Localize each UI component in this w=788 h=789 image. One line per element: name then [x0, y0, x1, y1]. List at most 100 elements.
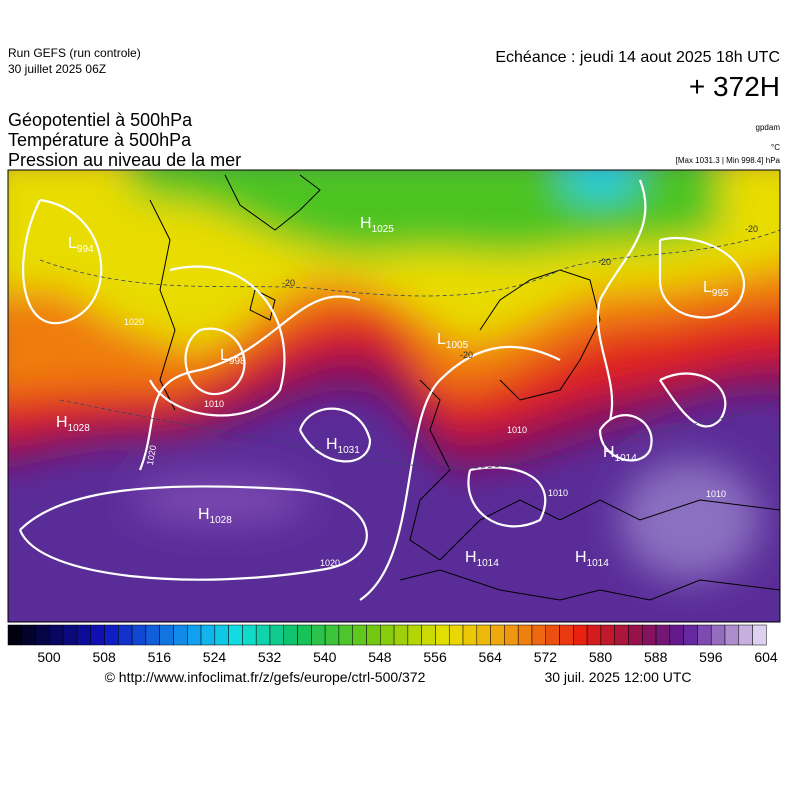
colorbar-swatch: [435, 624, 450, 646]
colorbar-swatch: [131, 624, 147, 646]
pressure-center: H1031: [326, 436, 360, 456]
colorbar-tick-label: 524: [203, 649, 227, 665]
pressure-center: L1005: [437, 331, 469, 351]
colorbar-swatch: [352, 624, 367, 646]
colorbar-swatch: [255, 624, 271, 646]
center-value: 1014: [587, 558, 610, 569]
colorbar-swatch: [738, 624, 753, 646]
coastlines: [149, 174, 780, 601]
colorbar-tick-label: 564: [479, 649, 503, 665]
center-value: 1005: [446, 340, 469, 351]
colorbar-swatch: [7, 624, 23, 646]
colorbar-swatch: [752, 624, 767, 646]
center-value: 1014: [477, 558, 500, 569]
colorbar-swatch: [159, 624, 174, 646]
map-frame: [7, 169, 781, 623]
colorbar-swatch: [228, 624, 243, 646]
center-value: 1028: [68, 423, 91, 434]
colorbar-tick-label: 508: [92, 649, 116, 665]
colorbar-swatch: [586, 624, 602, 646]
colorbar-tick-label: 580: [589, 649, 613, 665]
colorbar-swatch: [573, 624, 588, 646]
colorbar-swatch: [380, 624, 395, 646]
isobar-label: 1020: [124, 317, 144, 327]
colorbar-swatch: [366, 624, 381, 646]
isobars: [18, 179, 746, 601]
colorbar-swatch: [407, 624, 422, 646]
colorbar-swatch: [62, 624, 78, 646]
colorbar-swatch: [504, 624, 519, 646]
center-letter: L: [437, 331, 446, 348]
colorbar-swatch: [173, 624, 188, 646]
colorbar-tick-label: 516: [148, 649, 172, 665]
colorbar-swatch: [476, 624, 491, 646]
unit: gpdam: [756, 123, 781, 132]
isobar-label: 1010: [507, 425, 527, 435]
title: Pression au niveau de la mer: [8, 150, 241, 170]
map: L994 L998 H1025 L1005 L995 H1028 H1031 H…: [8, 170, 780, 622]
center-letter: H: [603, 444, 615, 461]
isotherms: [39, 229, 780, 469]
center-value: 994: [77, 244, 94, 255]
extremes: [Max 1031.3 | Min 998.4] hPa: [676, 156, 781, 165]
colorbar-swatch: [655, 624, 671, 646]
colorbar-swatch: [283, 624, 298, 646]
isobar-label: 1010: [204, 399, 224, 409]
colorbar-swatch: [242, 624, 257, 646]
colorbar-swatch: [118, 624, 133, 646]
colorbar-swatch: [462, 624, 478, 646]
colorbar-swatch: [614, 624, 629, 646]
center-letter: L: [703, 279, 712, 296]
colorbar-swatch: [324, 624, 340, 646]
colorbar-swatch: [545, 624, 560, 646]
center-value: 1014: [615, 453, 638, 464]
pressure-center: H1014: [465, 549, 499, 569]
lead-time: + 372H: [689, 71, 780, 102]
colorbar-swatch: [145, 624, 160, 646]
colorbar-swatch: [104, 624, 119, 646]
colorbar-swatch: [338, 624, 353, 646]
colorbar-swatch: [559, 624, 574, 646]
pressure-center: L994: [68, 235, 94, 255]
colorbar-tick-label: 500: [37, 649, 61, 665]
colorbar-swatch: [297, 624, 312, 646]
pressure-center: H1025: [360, 215, 394, 235]
colorbar-swatch: [642, 624, 657, 646]
colorbar-swatch: [600, 624, 615, 646]
colorbar-swatch: [214, 624, 229, 646]
colorbar-swatch: [35, 624, 50, 646]
colorbar-swatch: [724, 624, 740, 646]
colorbar-swatch: [710, 624, 726, 646]
colorbar-swatch: [531, 624, 547, 646]
center-letter: L: [220, 347, 229, 364]
colorbar-swatch: [421, 624, 436, 646]
isobar-label: 1010: [706, 489, 726, 499]
colorbar-swatch: [76, 624, 91, 646]
run: Run GEFS (run controle): [8, 46, 141, 60]
colorbar-swatch: [683, 624, 698, 646]
isobar-label: 1010: [548, 488, 568, 498]
run-date-footer: 30 juil. 2025 12:00 UTC: [544, 669, 691, 685]
colorbar-tick-label: 556: [423, 649, 447, 665]
center-value: 1031: [338, 445, 361, 456]
colorbar-swatch: [21, 624, 36, 646]
colorbar-swatch: [393, 624, 409, 646]
colorbar-tick-label: 548: [368, 649, 392, 665]
colorbar-swatch: [628, 624, 643, 646]
isotherm-label: -20: [598, 257, 611, 267]
colorbar-tick-label: 572: [534, 649, 558, 665]
center-letter: H: [198, 506, 210, 523]
colorbar-swatch: [200, 624, 216, 646]
echeance: Echéance : jeudi 14 aout 2025 18h UTC: [495, 49, 780, 66]
title: Température à 500hPa: [8, 130, 192, 150]
colorbar-tick-label: 540: [313, 649, 337, 665]
isobar-label: 1020: [320, 558, 340, 568]
colorbar-swatch: [697, 624, 712, 646]
colorbar-swatch: [311, 624, 326, 646]
colorbar-swatch: [269, 624, 285, 646]
source-url: © http://www.infoclimat.fr/z/gefs/europe…: [105, 669, 426, 685]
colorbar-tick-label: 604: [754, 649, 778, 665]
colorbar-tick-label: 588: [644, 649, 668, 665]
